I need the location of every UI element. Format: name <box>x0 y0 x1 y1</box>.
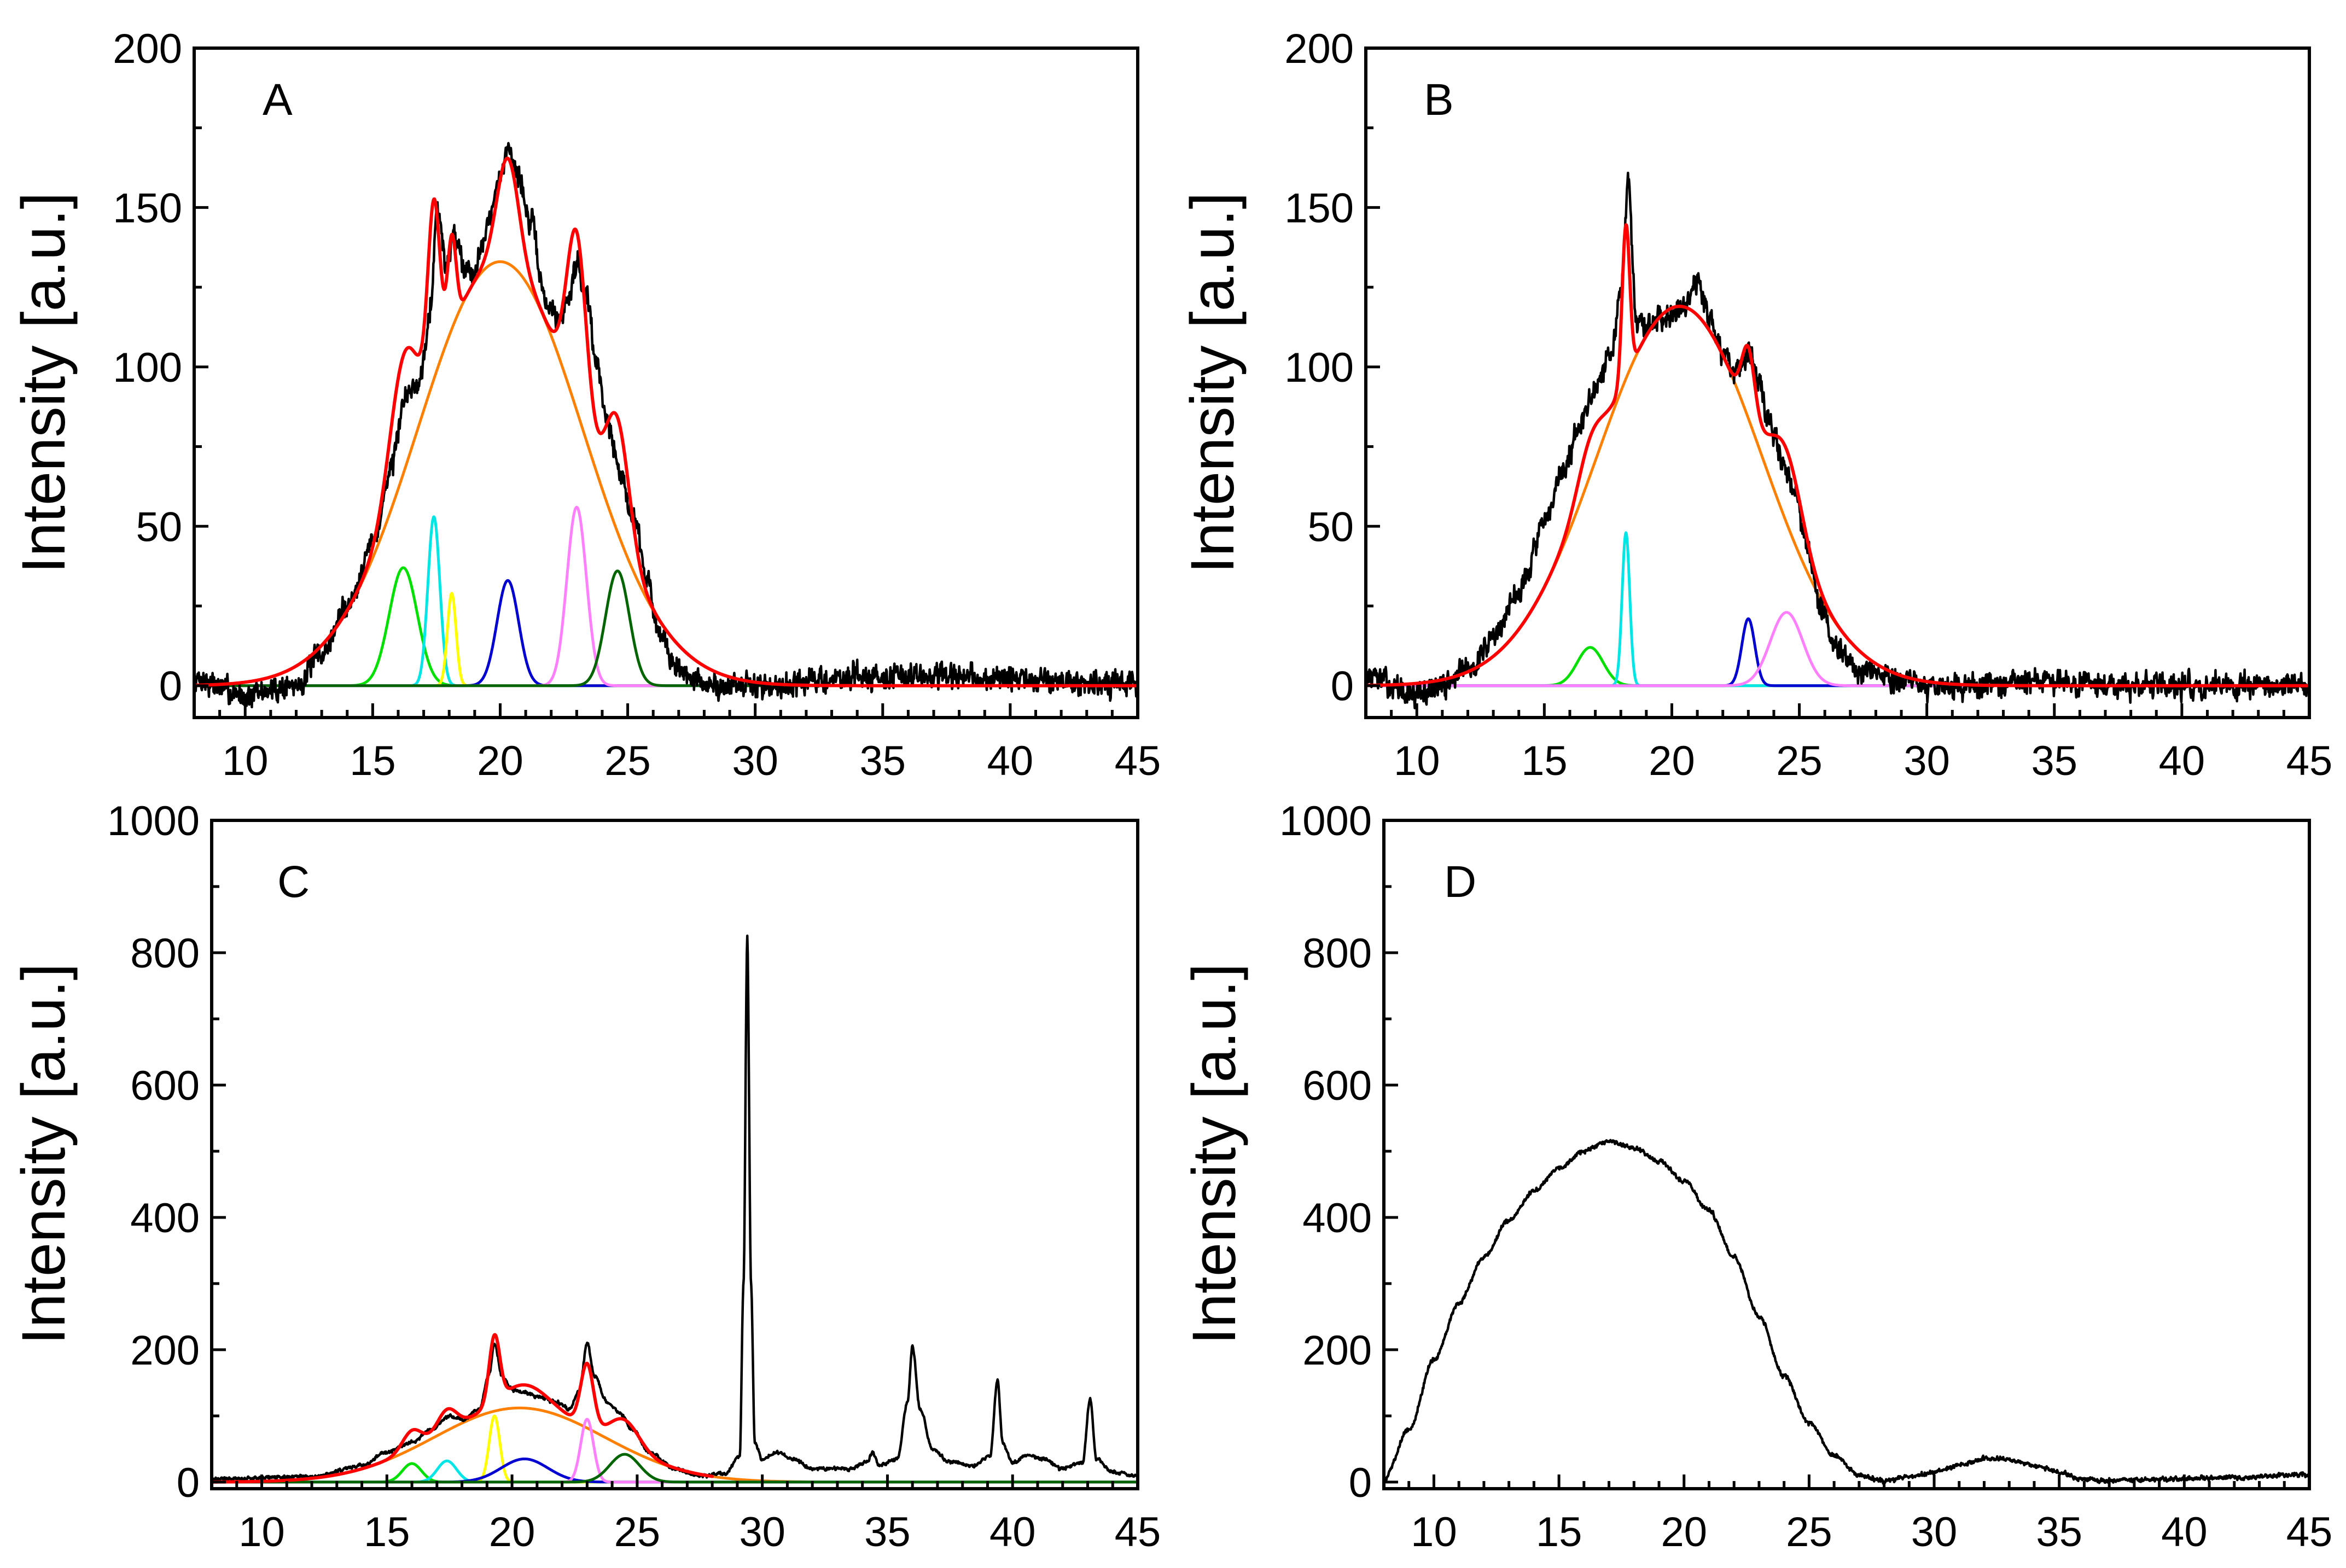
panel-b: 10 15 20 25 30 35 40 45 0 50 100 150 200 Intensity [a… <box>1178 26 2332 784</box>
cumulative-fit <box>212 1333 714 1484</box>
x-tick-label: 20 <box>1649 738 1695 784</box>
y-tick-label: 400 <box>130 1195 200 1241</box>
y-tick-label: 150 <box>1284 185 1354 231</box>
x-tick-label: 40 <box>987 738 1034 784</box>
y-tick-label: 200 <box>1302 1327 1372 1374</box>
x-tick-label: 25 <box>614 1509 661 1555</box>
plot-frame <box>1382 819 2311 1490</box>
y-tick-label: 1000 <box>107 798 200 844</box>
x-tick-label: 10 <box>238 1509 285 1555</box>
x-tick-label: 15 <box>350 738 396 784</box>
x-tick-label: 20 <box>489 1509 535 1555</box>
y-tick-label: 1000 <box>1279 798 1372 844</box>
x-tick-label: 20 <box>1661 1509 1707 1555</box>
x-tick-label: 35 <box>2036 1509 2082 1555</box>
x-tick-label: 30 <box>732 738 778 784</box>
plot-area <box>212 934 1138 1484</box>
x-tick-label: 35 <box>2031 738 2078 784</box>
y-axis-label: Intensity [a.u.] <box>9 192 78 573</box>
y-axis-label: Intensity [a.u.] <box>1180 963 1248 1344</box>
y-tick-label: 800 <box>130 930 200 977</box>
cumulative-fit <box>1366 223 2309 687</box>
panel-label: B <box>1424 75 1454 125</box>
y-tick-label: 0 <box>177 1460 200 1506</box>
y-tick-label: 200 <box>113 26 182 72</box>
x-tick-label: 15 <box>1536 1509 1582 1555</box>
panel-label: D <box>1444 857 1476 907</box>
x-tick-label: 30 <box>1903 738 1950 784</box>
plot-frame <box>210 819 1139 1490</box>
y-tick-label: 0 <box>159 663 182 710</box>
x-tick-label: 25 <box>1776 738 1823 784</box>
y-tick-label: 100 <box>1284 345 1354 391</box>
x-tick-label: 10 <box>1394 738 1440 784</box>
x-tick-label: 40 <box>2159 738 2205 784</box>
x-tick-label: 15 <box>1521 738 1568 784</box>
x-tick-label: 45 <box>2286 1509 2333 1555</box>
plot-area <box>1366 171 2309 710</box>
x-tick-label: 20 <box>477 738 523 784</box>
x-tick-label: 40 <box>989 1509 1036 1555</box>
y-tick-label: 0 <box>1331 663 1354 710</box>
x-tick-label: 45 <box>1115 1509 1161 1555</box>
y-tick-label: 0 <box>1349 1460 1372 1506</box>
x-tick-label: 25 <box>604 738 651 784</box>
fit-component-7 <box>212 1453 1138 1484</box>
panel-a: 10 15 20 25 30 35 40 45 0 50 100 150 200 Intensity [a… <box>9 26 1161 784</box>
cumulative-fit <box>194 156 1138 687</box>
y-tick-label: 100 <box>113 345 182 391</box>
y-axis-label: Intensity [a.u.] <box>1178 192 1247 573</box>
panel-label: A <box>263 75 293 125</box>
y-tick-label: 150 <box>113 185 182 231</box>
y-tick-label: 50 <box>1307 504 1354 550</box>
x-tick-label: 40 <box>2161 1509 2208 1555</box>
y-tick-label: 200 <box>1284 26 1354 72</box>
plot-area <box>1384 1139 2309 1485</box>
y-tick-label: 400 <box>1302 1195 1372 1241</box>
raw-pattern <box>194 142 1138 709</box>
panel-d: 10 15 20 25 30 35 40 45 0 200 400 600 800 1000 Intensi… <box>1180 798 2332 1555</box>
y-tick-label: 600 <box>130 1063 200 1109</box>
x-tick-label: 30 <box>1911 1509 1958 1555</box>
y-axis-label: Intensity [a.u.] <box>9 963 78 1344</box>
panel-c: 10 15 20 25 30 35 40 45 0 200 400 600 800 1000 Intensi… <box>9 798 1161 1555</box>
x-tick-label: 45 <box>2286 738 2333 784</box>
x-tick-label: 30 <box>739 1509 785 1555</box>
y-tick-label: 800 <box>1302 930 1372 977</box>
raw-pattern <box>1384 1139 2309 1485</box>
x-tick-label: 25 <box>1786 1509 1832 1555</box>
y-tick-label: 50 <box>136 504 182 550</box>
y-tick-label: 200 <box>130 1327 200 1374</box>
panel-label: C <box>277 857 310 907</box>
x-tick-label: 10 <box>222 738 269 784</box>
x-tick-label: 45 <box>1115 738 1161 784</box>
x-tick-label: 35 <box>864 1509 911 1555</box>
plot-area <box>194 142 1138 709</box>
plot-frame <box>193 46 1139 719</box>
x-tick-label: 35 <box>860 738 906 784</box>
x-tick-label: 15 <box>364 1509 410 1555</box>
plot-frame <box>1364 46 2311 719</box>
x-tick-label: 10 <box>1411 1509 1457 1555</box>
y-tick-label: 600 <box>1302 1063 1372 1109</box>
